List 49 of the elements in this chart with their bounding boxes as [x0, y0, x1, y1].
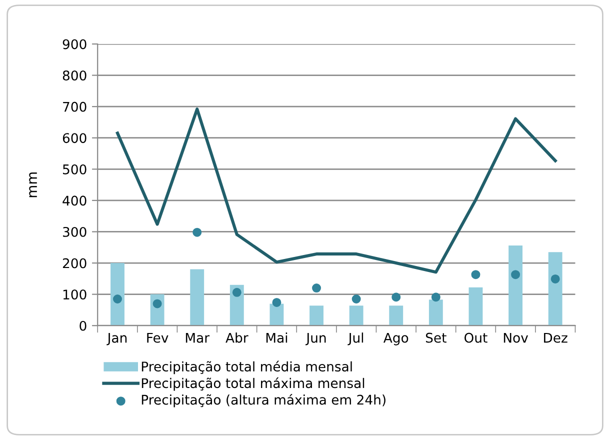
- y-tick-label: 800: [62, 70, 86, 80]
- bar: [548, 252, 562, 326]
- point: [312, 284, 322, 293]
- bar: [190, 269, 204, 326]
- y-tick-label: 600: [62, 133, 86, 144]
- y-tick-label: 400: [62, 196, 86, 206]
- legend-label: Precipitação total máxima mensal: [142, 377, 364, 391]
- point: [471, 270, 480, 280]
- line-series: [116, 108, 557, 274]
- bar: [270, 304, 284, 326]
- x-tick-label: Abr: [226, 332, 248, 343]
- x-tick-label: Out: [464, 332, 488, 343]
- x-tick-label: Fev: [147, 332, 168, 343]
- x-tick-label: Jun: [306, 332, 326, 346]
- point: [550, 274, 560, 284]
- x-tick-label: Dez: [544, 332, 568, 343]
- x-tick-label: Mar: [186, 332, 210, 343]
- bar: [310, 306, 324, 326]
- y-axis-title: mm: [29, 172, 37, 198]
- x-tick-label: Set: [426, 332, 446, 343]
- y-tick-label: 500: [63, 164, 86, 174]
- legend-label: Precipitação (altura máxima em 24h): [142, 394, 386, 408]
- bar: [508, 246, 522, 326]
- bar: [468, 287, 483, 326]
- y-tick-label: 0: [80, 320, 86, 331]
- y-tick-label: 200: [62, 258, 86, 268]
- point: [431, 292, 440, 302]
- x-tick-label: Nov: [504, 332, 528, 343]
- bar: [349, 306, 364, 326]
- y-tick-label: 100: [63, 290, 86, 300]
- bar: [110, 263, 124, 326]
- point: [192, 228, 202, 237]
- x-tick-label: Jul: [348, 332, 364, 346]
- x-tick-label: Ago: [383, 332, 408, 346]
- point: [232, 288, 242, 297]
- point: [511, 270, 520, 280]
- point: [113, 294, 122, 304]
- y-tick-label: 900: [62, 39, 86, 50]
- point: [352, 294, 361, 304]
- point: [392, 292, 401, 302]
- y-tick-label: 300: [63, 226, 86, 237]
- bar: [389, 306, 404, 326]
- x-tick-label: Jan: [106, 332, 127, 346]
- point: [272, 298, 282, 307]
- y-tick-label: 700: [63, 102, 86, 112]
- bar: [428, 300, 443, 326]
- point: [152, 299, 162, 308]
- x-tick-label: Mai: [266, 332, 288, 343]
- legend-label: Precipitação total média mensal: [142, 360, 352, 374]
